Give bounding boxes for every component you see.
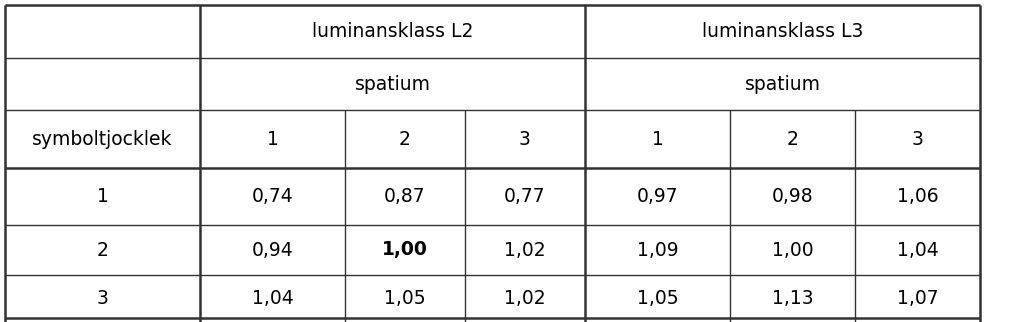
Text: 1,00: 1,00	[382, 241, 428, 260]
Text: 1,05: 1,05	[636, 289, 678, 308]
Text: luminansklass L3: luminansklass L3	[701, 22, 862, 41]
Text: 1,04: 1,04	[896, 241, 937, 260]
Text: 2: 2	[398, 129, 411, 148]
Text: 1: 1	[97, 187, 108, 206]
Text: luminansklass L2: luminansklass L2	[312, 22, 473, 41]
Text: 1,13: 1,13	[771, 289, 812, 308]
Text: 1: 1	[266, 129, 278, 148]
Text: 1,02: 1,02	[503, 241, 545, 260]
Text: spatium: spatium	[744, 74, 819, 93]
Text: 1,07: 1,07	[896, 289, 937, 308]
Text: 1: 1	[651, 129, 662, 148]
Text: 1,09: 1,09	[636, 241, 678, 260]
Text: 0,77: 0,77	[503, 187, 545, 206]
Text: 3: 3	[519, 129, 531, 148]
Text: 0,94: 0,94	[252, 241, 293, 260]
Text: 0,74: 0,74	[252, 187, 293, 206]
Text: 2: 2	[786, 129, 798, 148]
Text: 2: 2	[97, 241, 108, 260]
Text: 1,06: 1,06	[896, 187, 937, 206]
Text: 0,87: 0,87	[384, 187, 425, 206]
Text: 3: 3	[911, 129, 922, 148]
Text: 1,04: 1,04	[252, 289, 293, 308]
Text: spatium: spatium	[355, 74, 430, 93]
Text: symboltjocklek: symboltjocklek	[33, 129, 172, 148]
Text: 1,00: 1,00	[771, 241, 812, 260]
Text: 1,02: 1,02	[503, 289, 545, 308]
Text: 3: 3	[97, 289, 108, 308]
Text: 0,98: 0,98	[771, 187, 812, 206]
Text: 1,05: 1,05	[384, 289, 425, 308]
Text: 0,97: 0,97	[636, 187, 678, 206]
